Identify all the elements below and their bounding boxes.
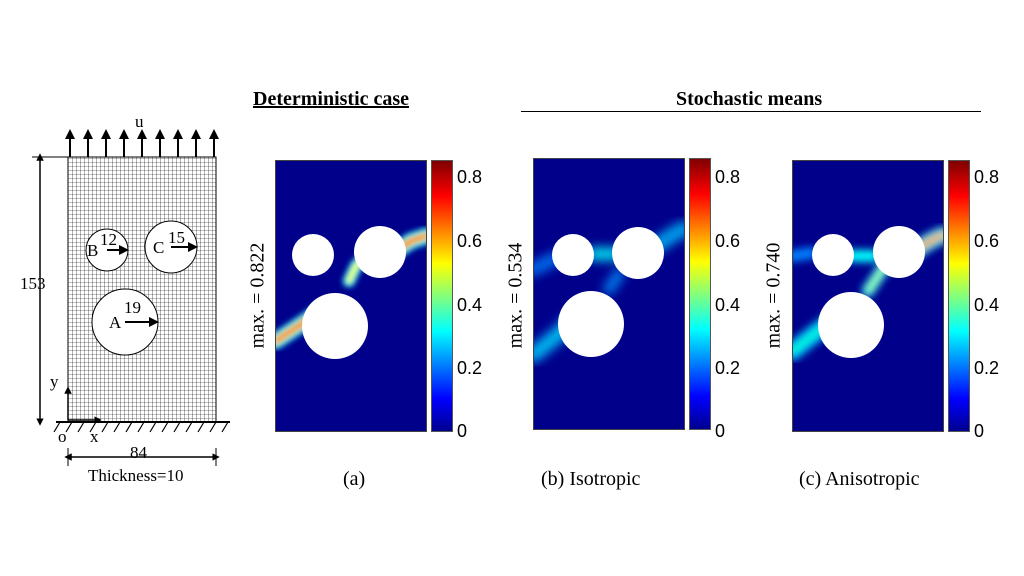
hole-a-radius: 19 [124, 298, 141, 317]
thickness-label: Thickness=10 [88, 466, 184, 485]
colorbar-b [689, 158, 711, 430]
colorbar-c-tick: 0.6 [974, 231, 1000, 251]
phase-field-a [275, 160, 427, 432]
colorbar-c [948, 160, 970, 432]
hole-c-radius: 15 [168, 228, 185, 247]
x-axis-label: x [90, 427, 99, 446]
colorbar-b-tick: 0 [715, 421, 726, 441]
hole-b-label: B [87, 241, 99, 260]
phase-field-c [792, 160, 944, 432]
colorbar-b-tick: 0.4 [715, 295, 741, 315]
max-label-a: max. = 0.822 [246, 242, 269, 349]
width-label: 84 [130, 443, 147, 462]
max-label-b: max. = 0.534 [504, 242, 527, 349]
deterministic-header: Deterministic case [253, 88, 410, 110]
colorbar-a [431, 160, 453, 432]
mesh-diagram: u 153 B 12 C 15 A 19 y o x 84 Thickness=… [20, 110, 250, 490]
origin-label: o [58, 427, 67, 446]
colorbar-a-tick: 0.6 [457, 231, 483, 251]
colorbar-b-tick: 0.8 [715, 167, 741, 187]
height-label: 153 [20, 274, 46, 293]
colorbar-c-tick: 0.2 [974, 358, 1000, 378]
load-label: u [135, 112, 144, 131]
colorbar-a-tick: 0.4 [457, 295, 483, 315]
colorbar-c-tick: 0 [974, 421, 985, 441]
phase-field-b [533, 158, 685, 430]
hole-b-radius: 12 [100, 230, 117, 249]
hole-c-label: C [153, 238, 165, 257]
caption-c: (c) Anisotropic [799, 468, 920, 490]
load-arrows [65, 129, 219, 157]
ground-hatch [53, 421, 229, 433]
colorbar-b-tick: 0.6 [715, 231, 741, 251]
hole-a-label: A [109, 313, 122, 332]
colorbar-a-tick: 0 [457, 421, 468, 441]
stochastic-header-line [521, 111, 981, 112]
colorbar-a-tick: 0.8 [457, 167, 483, 187]
caption-b: (b) Isotropic [541, 468, 641, 490]
mesh-body [67, 156, 217, 423]
colorbar-a-tick: 0.2 [457, 358, 483, 378]
caption-a: (a) [343, 468, 366, 490]
y-axis-label: y [50, 372, 59, 391]
colorbar-b-tick: 0.2 [715, 358, 741, 378]
colorbar-c-tick: 0.4 [974, 295, 1000, 315]
mesh-svg [32, 129, 230, 466]
stochastic-header: Stochastic means [676, 88, 823, 110]
max-label-c: max. = 0.740 [762, 242, 785, 349]
colorbar-c-tick: 0.8 [974, 167, 1000, 187]
